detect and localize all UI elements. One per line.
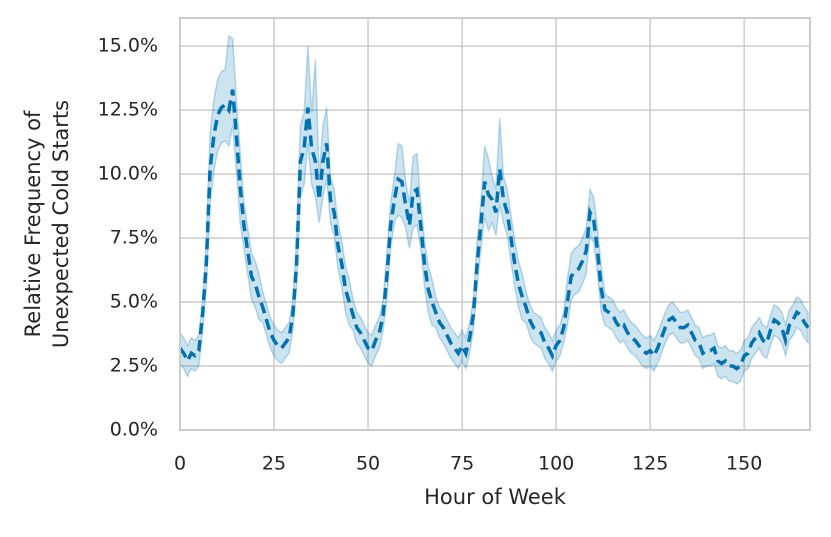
y-tick-label: 15.0%	[98, 35, 158, 57]
x-tick-label: 150	[726, 453, 762, 475]
x-tick-label: 50	[356, 453, 380, 475]
y-tick-label: 12.5%	[98, 99, 158, 121]
x-tick-label: 75	[450, 453, 474, 475]
y-tick-label: 10.0%	[98, 163, 158, 185]
x-tick-label: 25	[262, 453, 286, 475]
y-tick-label: 7.5%	[110, 227, 158, 249]
plot-frame	[179, 17, 811, 431]
y-axis-label: Unexpected Cold Starts	[49, 100, 73, 348]
y-tick-label: 2.5%	[110, 355, 158, 377]
x-axis-label: Hour of Week	[424, 485, 567, 509]
y-axis-label: Relative Frequency of	[21, 110, 45, 337]
y-tick-label: 5.0%	[110, 291, 158, 313]
line	[178, 89, 810, 371]
x-tick-label: 100	[538, 453, 574, 475]
y-tick-label: 0.0%	[110, 419, 158, 441]
x-tick-label: 125	[632, 453, 668, 475]
x-tick-label: 0	[174, 453, 186, 475]
